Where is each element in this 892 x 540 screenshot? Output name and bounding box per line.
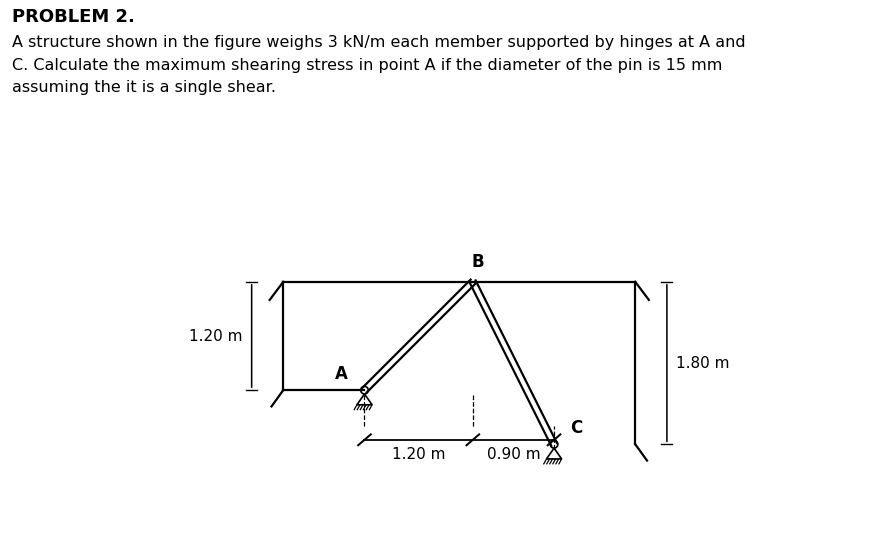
- Text: C: C: [570, 419, 582, 437]
- Text: assuming the it is a single shear.: assuming the it is a single shear.: [12, 80, 276, 96]
- Text: 1.20 m: 1.20 m: [189, 328, 243, 343]
- Text: PROBLEM 2.: PROBLEM 2.: [12, 8, 135, 26]
- Text: 0.90 m: 0.90 m: [487, 447, 541, 462]
- Text: A structure shown in the figure weighs 3 kN/m each member supported by hinges at: A structure shown in the figure weighs 3…: [12, 35, 745, 50]
- Text: 1.80 m: 1.80 m: [676, 355, 730, 370]
- Text: C. Calculate the maximum shearing stress in point A if the diameter of the pin i: C. Calculate the maximum shearing stress…: [12, 58, 722, 73]
- Text: B: B: [471, 253, 483, 271]
- Text: A: A: [335, 365, 348, 383]
- Text: 1.20 m: 1.20 m: [392, 447, 445, 462]
